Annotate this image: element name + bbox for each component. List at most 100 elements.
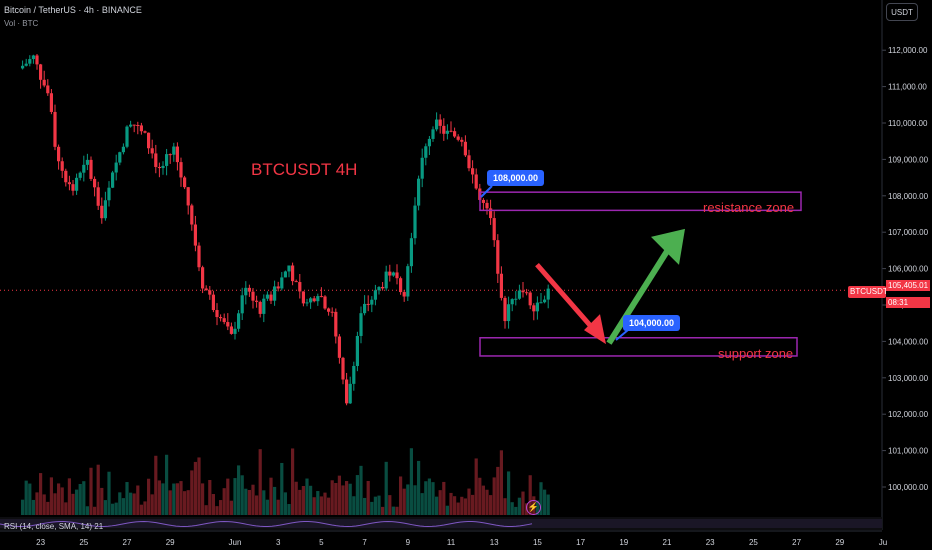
volume-bar (319, 496, 323, 515)
candle (240, 295, 244, 314)
volume-bar (301, 486, 305, 515)
candle (525, 292, 529, 294)
volume-bar (481, 485, 485, 515)
down-arrow[interactable] (535, 262, 598, 334)
candle (381, 286, 385, 289)
x-tick-label: 9 (406, 538, 411, 547)
volume-bar (147, 478, 151, 515)
volume-bar (129, 492, 133, 515)
volume-bar (337, 475, 341, 515)
volume-bar (193, 461, 197, 515)
candle (165, 154, 169, 166)
candle (82, 164, 86, 173)
candle (363, 303, 367, 314)
volume-bar (211, 494, 215, 515)
volume-bar (247, 489, 251, 515)
volume-bar (157, 480, 161, 515)
y-tick-label: 110,000.00 (888, 119, 928, 128)
volume-bar (201, 483, 205, 515)
up-arrow[interactable] (606, 243, 674, 345)
last-price-label: 105,405.01 (886, 280, 930, 291)
volume-bar (28, 483, 32, 515)
volume-bar (114, 502, 118, 515)
y-tick-label: 100,000.00 (888, 483, 929, 492)
candle (532, 305, 536, 312)
volume-bar (71, 493, 75, 515)
volume-bar (240, 475, 244, 515)
volume-bar (312, 497, 316, 515)
volume-bar (53, 493, 57, 515)
volume-bar (517, 497, 521, 515)
volume-bar (363, 497, 367, 515)
candle (251, 291, 255, 301)
candle (150, 148, 154, 154)
candle (237, 313, 241, 329)
volume-bar (172, 483, 176, 515)
candle (546, 288, 550, 300)
volume-bar (154, 455, 158, 515)
volume-bar (132, 493, 136, 515)
candle (496, 240, 500, 274)
candle (121, 146, 125, 153)
candle (316, 296, 320, 302)
volume-bar (499, 450, 503, 515)
volume-bar (370, 501, 374, 515)
volume-bar (276, 499, 280, 515)
volume-bar (492, 477, 496, 515)
y-tick-label: 103,000.00 (888, 374, 929, 383)
candle (31, 55, 35, 60)
candle (517, 290, 521, 299)
candle (417, 178, 421, 206)
candle (535, 302, 539, 312)
volume-bar (31, 499, 35, 515)
volume-bar (456, 502, 460, 515)
x-tick-label: 23 (706, 538, 715, 547)
volume-bar (463, 498, 467, 515)
candle (247, 287, 251, 292)
candle (215, 310, 219, 318)
volume-bar (427, 478, 431, 515)
y-tick-label: 112,000.00 (888, 46, 928, 55)
x-tick-label: 27 (123, 538, 132, 547)
volume-bar (471, 494, 475, 515)
callout-pointer (480, 185, 493, 198)
candle (348, 383, 352, 404)
volume-bar (179, 481, 183, 515)
callout-108k[interactable]: 108,000.00 (487, 170, 545, 186)
x-tick-label: 5 (319, 538, 324, 547)
candle (499, 273, 503, 298)
candle (280, 277, 284, 289)
candle (75, 177, 79, 191)
volume-bar (165, 454, 169, 515)
candle (53, 111, 57, 147)
resistance-zone[interactable] (479, 191, 802, 212)
callout-104k[interactable]: 104,000.00 (623, 315, 681, 331)
candle (388, 271, 392, 276)
candle (67, 182, 71, 185)
x-tick-label: 23 (36, 538, 45, 547)
candle (442, 125, 446, 134)
lightning-icon[interactable]: ⚡ (526, 500, 541, 515)
volume-bar (244, 488, 248, 515)
volume-bar (409, 448, 413, 515)
candle (463, 141, 467, 156)
volume-bar (111, 503, 115, 515)
candle (93, 178, 97, 188)
volume-bar (309, 485, 313, 515)
candle (265, 294, 269, 299)
volume-bar (67, 478, 71, 515)
candle (507, 304, 511, 322)
candle (399, 278, 403, 293)
volume-bar (262, 490, 266, 515)
volume-bar (424, 481, 428, 515)
volume-bar (60, 487, 64, 515)
volume-bar (327, 497, 331, 515)
candle (301, 291, 305, 304)
down-arrowhead (584, 314, 606, 345)
volume-bar (103, 500, 107, 515)
support-zone[interactable] (479, 337, 798, 357)
candle (366, 303, 370, 305)
candle (337, 336, 341, 358)
currency-button[interactable]: USDT (886, 3, 918, 21)
